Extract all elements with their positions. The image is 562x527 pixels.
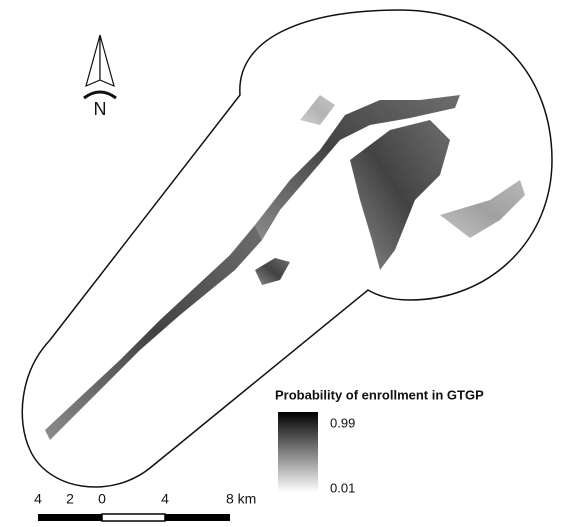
legend-title: Probability of enrollment in GTGP (275, 387, 484, 402)
scale-label: 0 (98, 491, 106, 507)
scale-label: 2 (66, 491, 74, 507)
scale-label: 4 (34, 491, 42, 507)
legend-ramp (278, 412, 318, 492)
north-arrow: N (84, 35, 116, 119)
scale-label: 4 (161, 491, 169, 507)
scale-bar: 4 2 0 4 8 km (34, 491, 256, 521)
map: N Probability of enrollment in GTGP 0.99… (0, 0, 562, 527)
scale-label: 8 km (226, 491, 256, 507)
legend: Probability of enrollment in GTGP 0.99 0… (275, 387, 484, 495)
legend-max: 0.99 (330, 415, 355, 430)
north-label: N (94, 99, 107, 119)
legend-min: 0.01 (330, 480, 355, 495)
